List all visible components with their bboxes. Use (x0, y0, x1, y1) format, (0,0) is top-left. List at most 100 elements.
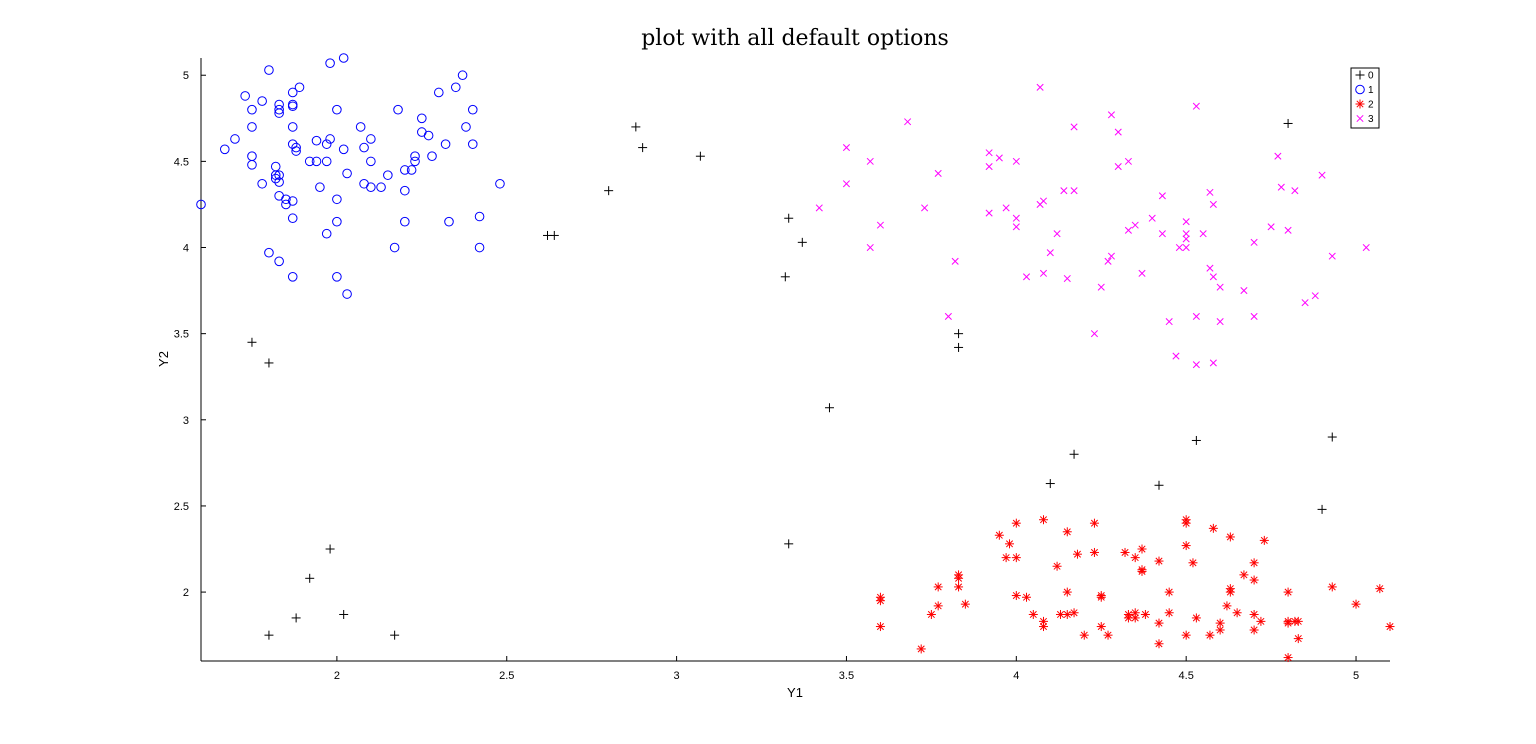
point-series-2 (1062, 587, 1072, 597)
point-series-1 (247, 122, 257, 132)
point-series-1 (332, 194, 342, 205)
x-tick-label: 3 (674, 670, 680, 682)
point-series-2 (1249, 558, 1259, 568)
point-series-3 (1267, 223, 1275, 231)
point-series-3 (1274, 152, 1282, 160)
point-series-0 (631, 122, 641, 132)
x-tick-label: 4.5 (1179, 670, 1194, 682)
point-series-3 (1138, 269, 1146, 277)
point-series-2 (1249, 609, 1259, 619)
point-series-1 (440, 139, 451, 149)
point-series-0 (305, 573, 315, 583)
point-series-1 (257, 96, 267, 106)
point-series-0 (1069, 449, 1079, 459)
point-series-2 (1130, 613, 1140, 623)
point-series-1 (274, 99, 284, 110)
point-series-3 (951, 257, 959, 265)
point-series-0 (1045, 479, 1055, 489)
point-series-1 (457, 70, 468, 81)
point-series-0 (549, 230, 559, 240)
point-series-0 (780, 272, 790, 282)
point-series-1 (287, 196, 298, 206)
point-series-1 (366, 134, 376, 144)
point-series-3 (1182, 230, 1190, 238)
point-series-1 (321, 228, 332, 239)
point-series-2 (1222, 601, 1232, 611)
point-series-1 (410, 156, 420, 167)
point-series-2 (1283, 618, 1293, 628)
point-series-2 (1225, 532, 1235, 542)
point-series-2 (1069, 608, 1079, 618)
point-series-1 (342, 289, 352, 299)
point-series-2 (1293, 616, 1303, 626)
point-series-3 (1012, 223, 1020, 231)
point-series-1 (274, 170, 284, 180)
point-series-3 (1328, 252, 1336, 260)
y-ticks: 2 2.5 3 3.5 4 4.5 5 (174, 70, 206, 599)
y-tick-label: 3 (183, 415, 189, 427)
point-series-1 (325, 58, 335, 68)
point-series-2 (1137, 544, 1147, 554)
point-series-3 (1277, 183, 1285, 191)
point-series-3 (1002, 204, 1010, 212)
point-series-1 (321, 139, 332, 149)
point-series-2 (1011, 553, 1021, 563)
point-series-1 (444, 216, 454, 227)
point-series-2 (1181, 541, 1191, 551)
point-series-3 (1172, 352, 1180, 360)
point-series-1 (230, 134, 240, 144)
point-series-0 (1191, 435, 1201, 445)
point-series-2 (1001, 553, 1011, 563)
point-series-3 (1070, 123, 1078, 131)
point-series-0 (264, 358, 274, 368)
point-series-1 (393, 104, 403, 115)
point-series-3 (842, 144, 851, 152)
point-series-2 (1154, 556, 1164, 566)
data-points (196, 53, 1395, 663)
point-series-2 (1249, 575, 1259, 585)
point-series-3 (1216, 283, 1224, 291)
point-series-1 (274, 108, 284, 118)
legend-label-3: 3 (1368, 114, 1374, 125)
series-2 (875, 515, 1395, 663)
point-series-2 (1164, 608, 1174, 618)
x-tick-label: 3.5 (839, 670, 854, 682)
point-series-0 (1327, 432, 1337, 442)
point-series-2 (1154, 618, 1164, 628)
point-series-3 (1124, 226, 1132, 234)
point-series-2 (1089, 518, 1099, 528)
point-series-1 (338, 53, 349, 63)
point-series-2 (994, 530, 1004, 540)
point-series-1 (281, 194, 291, 205)
point-series-0 (325, 544, 335, 554)
point-series-3 (1039, 269, 1048, 277)
point-series-2 (1089, 547, 1099, 557)
point-series-2 (1283, 653, 1293, 663)
point-series-3 (1192, 361, 1200, 369)
point-series-1 (376, 182, 386, 193)
point-series-2 (1215, 618, 1225, 628)
point-series-2 (1181, 518, 1191, 528)
point-series-2 (1191, 613, 1201, 623)
point-series-1 (294, 82, 305, 93)
point-series-1 (247, 160, 257, 170)
point-series-2 (1140, 609, 1150, 619)
point-series-1 (247, 104, 257, 115)
point-series-3 (815, 204, 823, 212)
point-series-2 (875, 622, 885, 632)
point-series-2 (916, 644, 926, 654)
point-series-1 (406, 165, 417, 175)
point-series-2 (1062, 527, 1072, 537)
point-series-1 (264, 65, 274, 75)
point-series-1 (400, 185, 410, 196)
point-series-3 (1012, 157, 1020, 165)
point-series-3 (1063, 274, 1071, 283)
point-series-2 (1052, 561, 1062, 571)
point-series-1 (389, 242, 400, 253)
point-series-1 (287, 122, 298, 132)
x-tick-label: 4 (1013, 670, 1019, 682)
point-series-2 (1375, 584, 1385, 594)
point-series-2 (1120, 547, 1130, 557)
x-ticks: 2 2.5 3 3.5 4 4.5 5 (334, 656, 1359, 682)
